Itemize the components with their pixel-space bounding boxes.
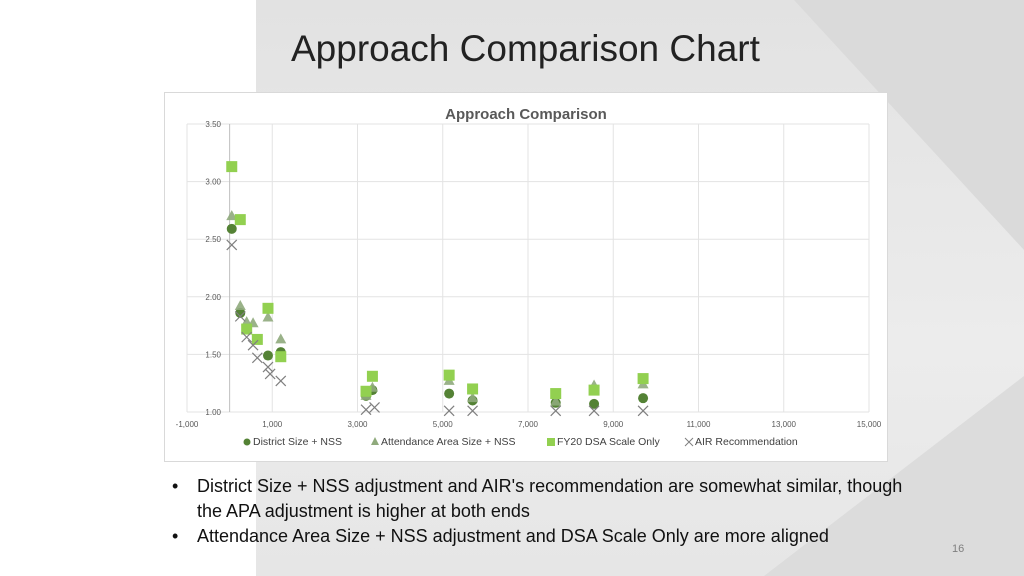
x-tick-label: 7,000 (518, 420, 539, 429)
data-point-district-size-nss (226, 223, 237, 234)
y-tick-label: 2.00 (205, 293, 221, 302)
data-point-fy20-dsa-scale-only (637, 373, 649, 385)
data-point-air-recommendation (637, 405, 649, 417)
data-point-fy20-dsa-scale-only (262, 302, 274, 314)
legend-label: AIR Recommendation (695, 436, 798, 448)
data-point-attendance-area-size-nss (234, 300, 246, 311)
data-point-air-recommendation (226, 239, 238, 251)
x-tick-label: 9,000 (603, 420, 624, 429)
legend-marker-fy20-dsa-scale-only (547, 438, 555, 446)
data-point-fy20-dsa-scale-only (226, 161, 238, 173)
x-tick-label: 3,000 (347, 420, 368, 429)
data-point-air-recommendation (262, 361, 274, 373)
legend-label: Attendance Area Size + NSS (381, 436, 516, 448)
x-tick-label: -1,000 (176, 420, 199, 429)
data-point-fy20-dsa-scale-only (588, 384, 600, 396)
x-tick-label: 1,000 (262, 420, 283, 429)
chart-title: Approach Comparison (445, 106, 607, 123)
data-point-district-size-nss (589, 398, 600, 409)
data-point-air-recommendation (369, 401, 380, 413)
data-point-fy20-dsa-scale-only (360, 385, 372, 397)
scatter-chart: Approach Comparison 1.00 1.50 2.00 2.50 3.00 3… (176, 106, 882, 448)
legend-label: District Size + NSS (253, 436, 342, 448)
x-tick-label: 11,000 (687, 420, 711, 429)
data-point-attendance-area-size-nss (226, 210, 238, 221)
data-point-air-recommendation (251, 352, 263, 364)
data-point-air-recommendation (264, 368, 276, 380)
data-point-fy20-dsa-scale-only (443, 369, 455, 381)
legend-label: FY20 DSA Scale Only (557, 436, 660, 448)
bullet-item: District Size + NSS adjustment and AIR's… (172, 474, 932, 524)
data-point-air-recommendation (467, 405, 479, 417)
chart-container: Approach Comparison 1.00 1.50 2.00 2.50 3.00 3… (164, 92, 888, 462)
page-number: 16 (952, 543, 965, 555)
data-point-fy20-dsa-scale-only (234, 214, 246, 226)
data-point-district-size-nss (638, 393, 649, 404)
legend-marker-district-size-nss (243, 438, 251, 446)
data-point-district-size-nss (444, 388, 455, 399)
data-point-air-recommendation (588, 405, 600, 417)
data-point-air-recommendation (443, 405, 455, 417)
x-tick-label: 13,000 (772, 420, 797, 429)
data-point-air-recommendation (234, 310, 246, 322)
legend-marker-air-recommendation (684, 437, 694, 447)
data-point-attendance-area-size-nss (262, 311, 274, 322)
data-point-district-size-nss (262, 350, 273, 361)
data-point-fy20-dsa-scale-only (241, 323, 253, 335)
bullet-list: District Size + NSS adjustment and AIR's… (172, 474, 932, 549)
data-point-attendance-area-size-nss (550, 395, 562, 406)
data-point-attendance-area-size-nss (467, 392, 479, 403)
x-tick-label: 5,000 (433, 420, 454, 429)
x-tick-label: 15,000 (857, 420, 882, 429)
data-point-district-size-nss (235, 307, 246, 318)
data-point-fy20-dsa-scale-only (467, 383, 479, 395)
data-point-air-recommendation (247, 339, 259, 351)
y-tick-label: 3.00 (205, 178, 221, 187)
data-point-air-recommendation (550, 405, 562, 417)
data-point-air-recommendation (360, 404, 372, 416)
y-tick-label: 1.00 (205, 408, 221, 417)
y-tick-label: 2.50 (205, 235, 221, 244)
data-point-fy20-dsa-scale-only (251, 333, 263, 345)
data-point-air-recommendation (275, 375, 287, 387)
slide-title: Approach Comparison Chart (291, 28, 760, 69)
data-point-attendance-area-size-nss (275, 333, 287, 344)
data-point-fy20-dsa-scale-only (275, 351, 287, 363)
y-tick-label: 1.50 (205, 350, 221, 359)
data-point-fy20-dsa-scale-only (550, 388, 562, 400)
data-point-air-recommendation (241, 331, 253, 343)
legend-marker-attendance-area-size-nss (371, 437, 379, 445)
data-point-fy20-dsa-scale-only (366, 370, 378, 382)
y-tick-label: 3.50 (205, 120, 221, 129)
bullet-item: Attendance Area Size + NSS adjustment an… (172, 524, 932, 549)
